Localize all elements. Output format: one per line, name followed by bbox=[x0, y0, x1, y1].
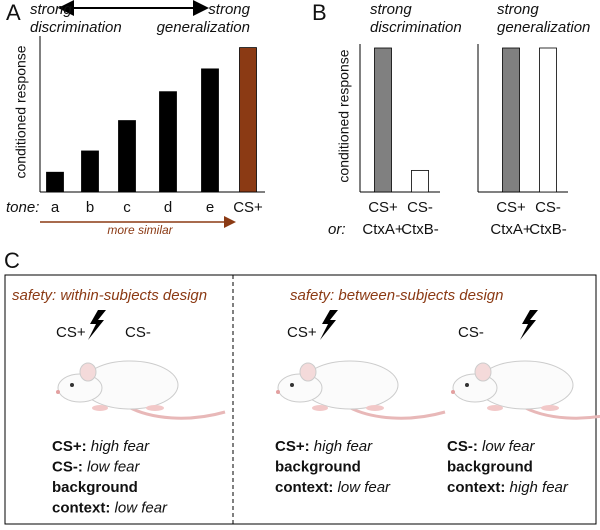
shock-icon bbox=[88, 310, 106, 340]
bar bbox=[411, 169, 429, 193]
term: context: bbox=[447, 479, 505, 496]
annotation: strong bbox=[30, 1, 72, 18]
annotation: generalization bbox=[157, 19, 250, 36]
section-title: safety: between-subjects design bbox=[290, 287, 503, 304]
panel-box bbox=[4, 274, 597, 525]
x-tick-label: c bbox=[123, 199, 131, 216]
arrow-label: more similar bbox=[107, 223, 173, 237]
rat bbox=[54, 359, 227, 420]
x-tick-label: CS+ bbox=[233, 199, 263, 216]
term: background bbox=[275, 458, 361, 475]
description: CS-: low fear bbox=[447, 438, 536, 455]
chart-title: strong bbox=[497, 1, 539, 18]
section-title: safety: within-subjects design bbox=[12, 287, 207, 304]
term: context: bbox=[275, 479, 333, 496]
term: CS-: bbox=[52, 458, 83, 475]
shock-icon bbox=[520, 310, 538, 340]
description: background bbox=[275, 458, 361, 475]
x-tick-label: CS- bbox=[407, 199, 433, 216]
panel-label: B bbox=[312, 0, 327, 25]
shock-icon bbox=[320, 310, 338, 340]
panel-label: C bbox=[4, 248, 20, 273]
description: context: low fear bbox=[275, 479, 391, 496]
rat bbox=[449, 359, 600, 420]
y-axis-label: conditioned response bbox=[13, 45, 29, 178]
description: CS+: high fear bbox=[52, 438, 150, 455]
annotation: strong bbox=[208, 1, 250, 18]
level: low fear bbox=[87, 458, 141, 475]
chart-title: discrimination bbox=[370, 19, 462, 36]
description: background bbox=[447, 458, 533, 475]
level: high fear bbox=[314, 438, 373, 455]
bar bbox=[374, 47, 392, 193]
annotation: discrimination bbox=[30, 19, 122, 36]
x-tick-label: CS- bbox=[535, 199, 561, 216]
x-tick-label: e bbox=[206, 199, 214, 216]
cue-label: CS+ bbox=[287, 324, 317, 341]
x-tick-label: CS+ bbox=[496, 199, 526, 216]
x-tick-label-2: CtxA+ bbox=[362, 221, 404, 238]
level: low fear bbox=[115, 499, 169, 516]
term: CS-: bbox=[447, 438, 478, 455]
description: context: high fear bbox=[447, 479, 569, 496]
chart-title: generalization bbox=[497, 19, 590, 36]
x-prefix: tone: bbox=[6, 199, 39, 216]
description: background bbox=[52, 479, 138, 496]
x-tick-label: b bbox=[86, 199, 94, 216]
description: context: low fear bbox=[52, 499, 168, 516]
level: high fear bbox=[510, 479, 569, 496]
level: low fear bbox=[482, 438, 536, 455]
x-prefix: or: bbox=[328, 221, 346, 238]
panel-label: A bbox=[6, 0, 21, 25]
bar bbox=[539, 47, 557, 193]
term: background bbox=[447, 458, 533, 475]
x-tick-label: d bbox=[164, 199, 172, 216]
bar bbox=[239, 47, 257, 193]
term: background bbox=[52, 479, 138, 496]
term: CS+: bbox=[52, 438, 87, 455]
description: CS+: high fear bbox=[275, 438, 373, 455]
term: CS+: bbox=[275, 438, 310, 455]
x-tick-label: a bbox=[51, 199, 60, 216]
term: context: bbox=[52, 499, 110, 516]
cue-label: CS- bbox=[458, 324, 484, 341]
level: high fear bbox=[91, 438, 150, 455]
bar bbox=[81, 150, 99, 193]
x-tick-label-2: CtxB- bbox=[529, 221, 567, 238]
y-axis-label: conditioned response bbox=[336, 49, 352, 182]
bar bbox=[46, 171, 64, 193]
level: low fear bbox=[338, 479, 392, 496]
bar bbox=[201, 68, 219, 193]
description: CS-: low fear bbox=[52, 458, 141, 475]
cue-label: CS+ bbox=[56, 324, 86, 341]
x-tick-label: CS+ bbox=[368, 199, 398, 216]
cue-label: CS- bbox=[125, 324, 151, 341]
bar bbox=[118, 120, 136, 193]
bar bbox=[502, 47, 520, 193]
x-tick-label-2: CtxA+ bbox=[490, 221, 532, 238]
x-tick-label-2: CtxB- bbox=[401, 221, 439, 238]
bar bbox=[159, 91, 177, 193]
chart-title: strong bbox=[370, 1, 412, 18]
rat bbox=[274, 359, 447, 420]
